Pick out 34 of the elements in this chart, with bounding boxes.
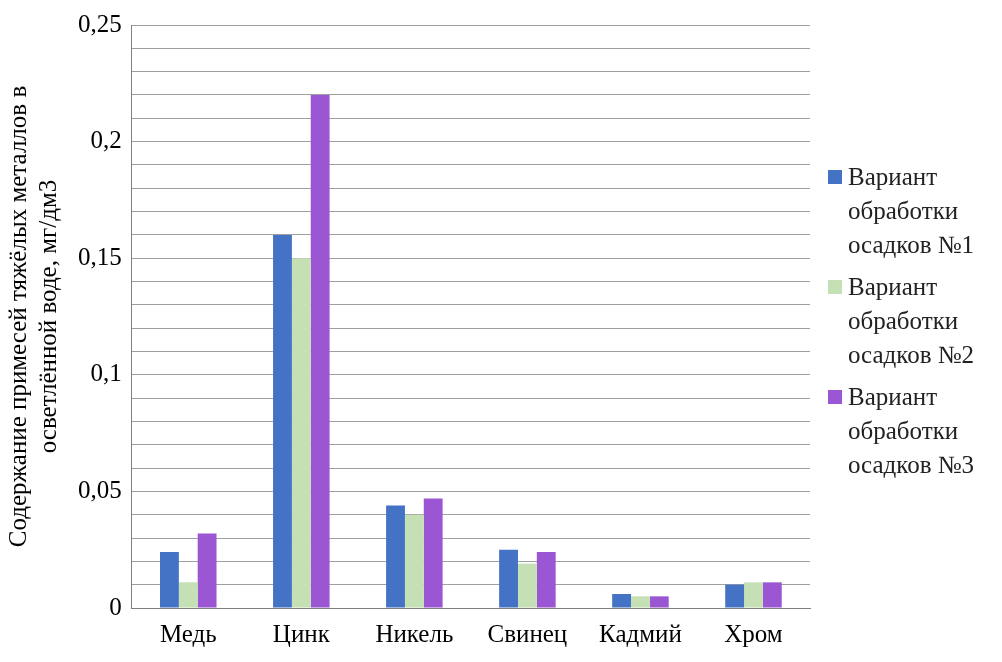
bar — [631, 596, 650, 608]
x-tick-label: Цинк — [272, 619, 331, 647]
bar — [197, 533, 217, 608]
bar — [310, 94, 330, 608]
y-axis-title: Содержание примесей тяжёлых металлов в осветлённой воде, мг/дм3 — [3, 85, 61, 548]
bar — [725, 584, 745, 608]
bar — [291, 258, 311, 608]
y-tick-label: 0,25 — [78, 9, 122, 37]
legend-label: Вариант обработки осадков №3 — [848, 382, 976, 480]
bar — [178, 582, 198, 608]
legend-label: Вариант обработки осадков №1 — [848, 162, 976, 260]
x-tick-label: Медь — [159, 619, 217, 647]
x-tick-label: Никель — [375, 619, 454, 647]
x-tick-label: Кадмий — [599, 619, 682, 647]
x-tick-label: Хром — [724, 619, 783, 647]
y-tick-label: 0,05 — [78, 475, 122, 503]
bar — [386, 505, 405, 608]
bar — [517, 563, 537, 608]
bar — [762, 582, 782, 608]
bar — [536, 552, 556, 608]
bar — [744, 582, 763, 608]
bar — [160, 552, 179, 608]
bar — [423, 498, 443, 608]
bar — [612, 594, 632, 608]
bar — [499, 549, 518, 608]
bar — [404, 514, 424, 608]
x-tick-label: Свинец — [487, 619, 568, 647]
legend-label: Вариант обработки осадков №2 — [848, 272, 976, 370]
y-tick-label: 0,2 — [90, 126, 122, 154]
y-tick-label: 0,15 — [78, 242, 122, 270]
bar — [273, 234, 292, 608]
y-tick-label: 0,1 — [90, 359, 122, 387]
y-tick-label: 0 — [109, 592, 122, 620]
bar — [649, 596, 669, 608]
